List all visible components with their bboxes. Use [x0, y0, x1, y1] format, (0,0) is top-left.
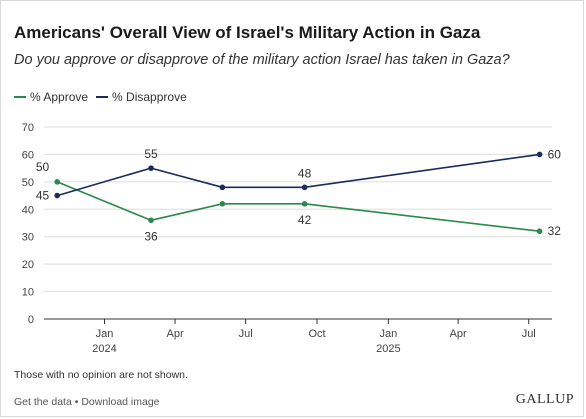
legend-label-approve: % Approve [30, 90, 89, 104]
gallup-logo: GALLUP [515, 392, 574, 407]
legend-item-disapprove: % Disapprove [96, 90, 187, 104]
chart-footer: Get the data • Download image [14, 396, 160, 408]
y-tick-label-5: 50 [22, 177, 34, 189]
legend-label-disapprove: % Disapprove [112, 90, 187, 104]
x-tick-year-4: 2025 [376, 343, 400, 355]
data-point-1-1 [148, 165, 154, 171]
x-tick-label-3: Oct [308, 328, 325, 340]
data-point-1-0 [54, 192, 60, 199]
y-tick-label-1: 10 [22, 287, 34, 299]
legend-swatch-disapprove [96, 96, 109, 98]
chart-legend: % Approve % Disapprove [14, 90, 195, 104]
data-label-0-0: 50 [36, 160, 50, 174]
x-tick-label-5: Apr [450, 328, 467, 340]
data-point-1-4 [536, 151, 543, 158]
data-point-0-1 [148, 217, 154, 224]
y-tick-label-4: 40 [22, 204, 34, 216]
data-label-0-3: 42 [298, 213, 312, 227]
x-tick-label-2: Jul [239, 328, 253, 340]
data-label-1-4: 60 [548, 147, 562, 161]
chart-title: Americans' Overall View of Israel's Mili… [14, 23, 481, 42]
x-tick-label-0: Jan [96, 328, 114, 340]
get-the-data-link[interactable]: Get the data [14, 396, 72, 408]
data-label-1-1: 55 [144, 147, 158, 161]
data-point-0-4 [536, 228, 543, 235]
footer-separator: • [71, 396, 82, 408]
x-tick-label-1: Apr [167, 328, 184, 340]
data-point-1-3 [301, 184, 308, 191]
y-tick-label-3: 30 [22, 232, 34, 244]
data-label-1-3: 48 [298, 166, 312, 180]
chart-note: Those with no opinion are not shown. [14, 369, 188, 381]
data-point-1-2 [219, 184, 226, 191]
x-tick-label-6: Jul [522, 328, 536, 340]
data-point-0-3 [301, 201, 308, 207]
x-tick-label-4: Jan [379, 328, 397, 340]
legend-swatch-approve [14, 96, 26, 98]
y-tick-label-7: 70 [22, 122, 34, 134]
x-tick-year-0: 2024 [92, 343, 116, 355]
download-image-link[interactable]: Download image [81, 396, 160, 408]
data-point-0-0 [54, 179, 60, 185]
data-label-1-0: 45 [36, 189, 50, 203]
legend-item-approve: % Approve [14, 90, 88, 104]
y-tick-label-6: 60 [22, 149, 34, 161]
y-tick-label-2: 20 [22, 259, 34, 271]
data-label-0-4: 32 [548, 224, 562, 238]
data-point-0-2 [219, 201, 226, 207]
data-label-0-1: 36 [144, 229, 158, 243]
chart-subtitle: Do you approve or disapprove of the mili… [14, 52, 510, 68]
y-tick-label-0: 0 [28, 314, 34, 326]
